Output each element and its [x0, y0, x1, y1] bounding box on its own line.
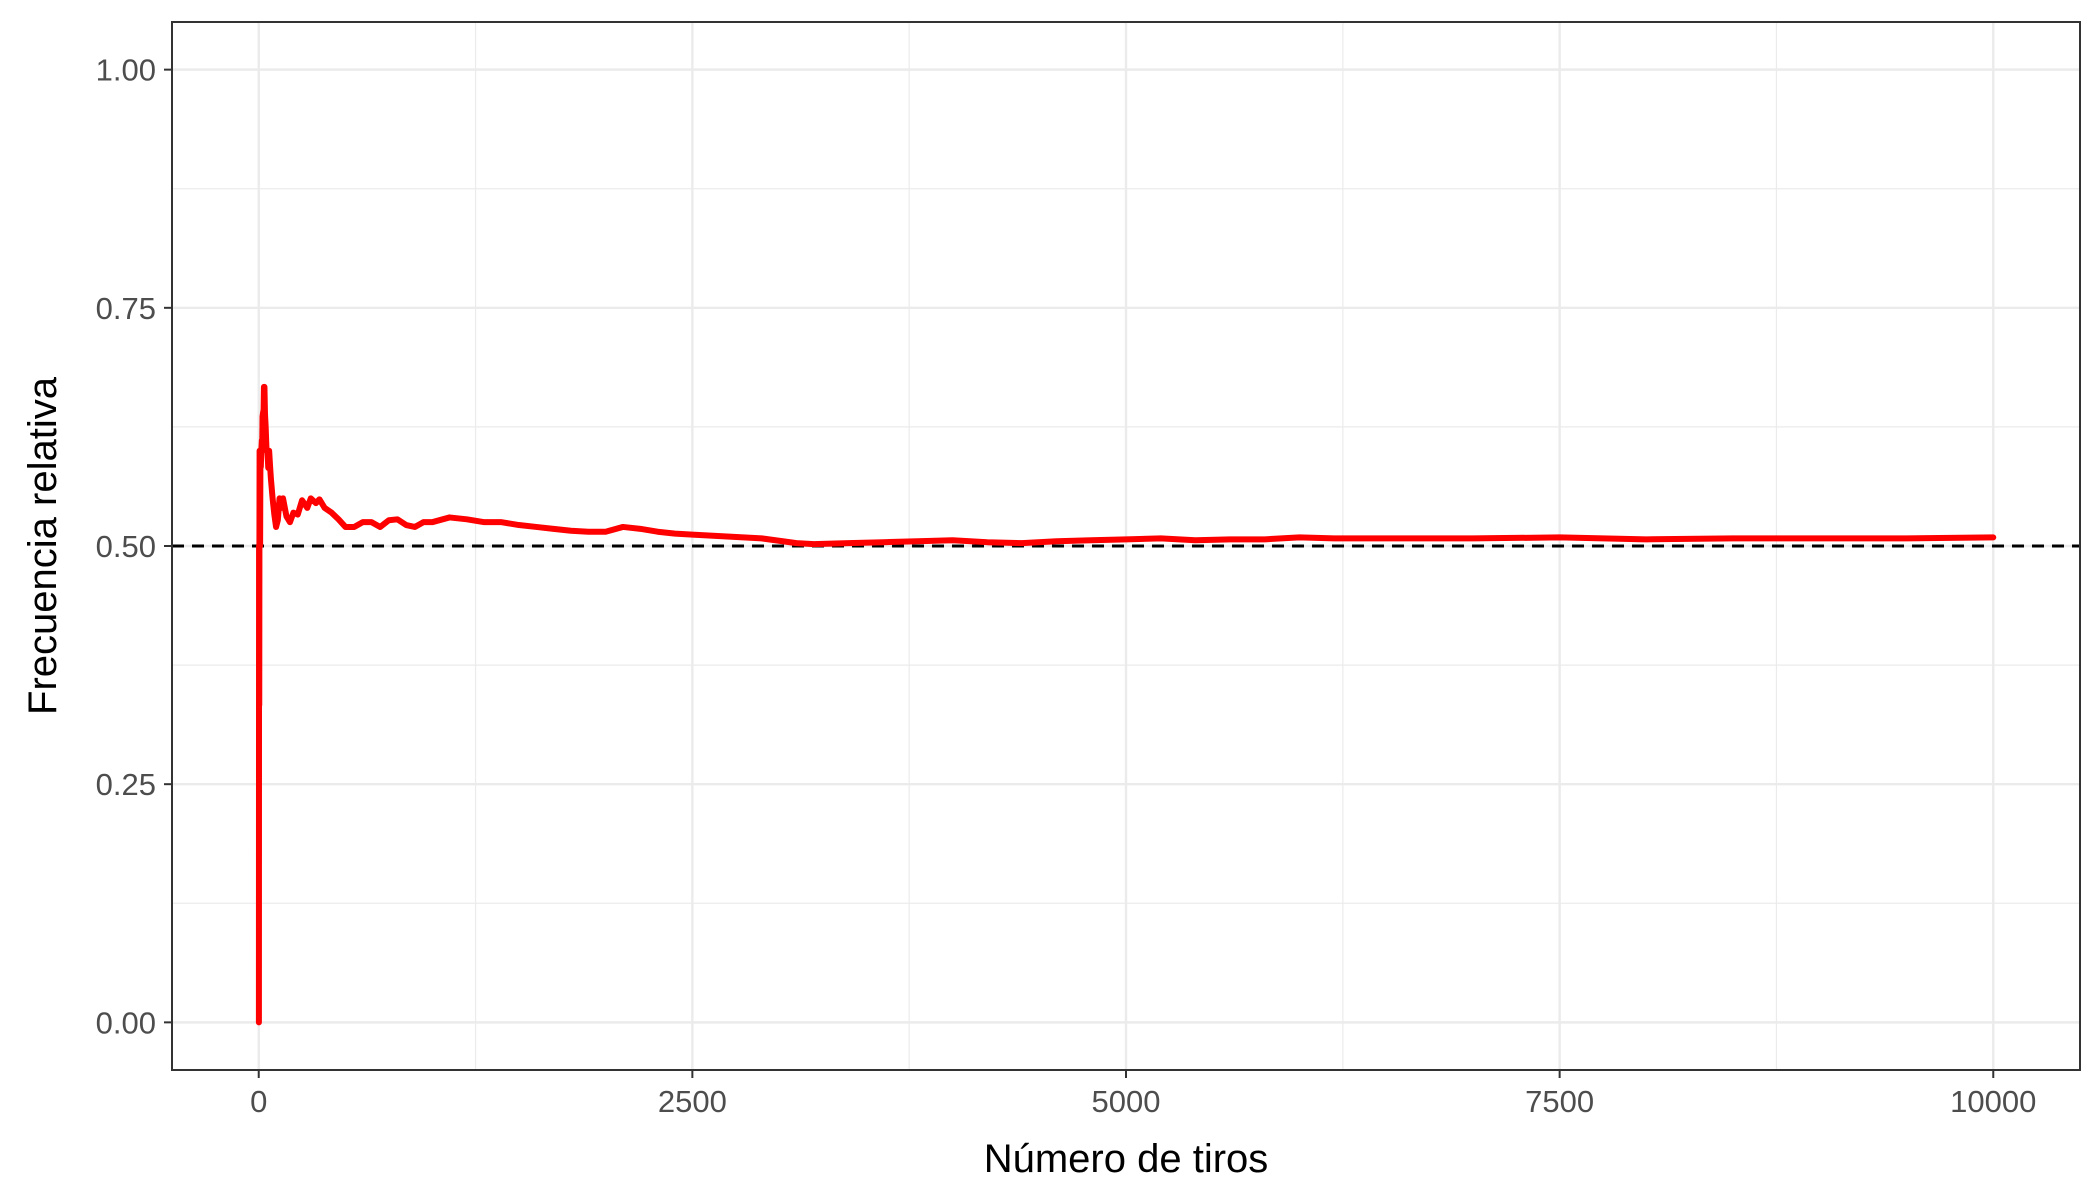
- y-tick-label: 0.25: [96, 767, 156, 802]
- y-tick-label: 0.50: [96, 529, 156, 564]
- x-axis: 0 2500 5000 7500 10000: [250, 1070, 2036, 1119]
- x-tick-label: 7500: [1525, 1084, 1594, 1119]
- y-axis: 0.00 0.25 0.50 0.75 1.00: [96, 53, 172, 1040]
- x-tick-label: 2500: [658, 1084, 727, 1119]
- x-tick-label: 0: [250, 1084, 267, 1119]
- series-group: [255, 383, 1997, 1026]
- series-line: [255, 383, 1997, 1026]
- y-axis-title: Frecuencia relativa: [21, 376, 65, 715]
- y-tick-label: 0.75: [96, 291, 156, 326]
- y-tick-label: 1.00: [96, 53, 156, 88]
- x-tick-label: 10000: [1950, 1084, 2036, 1119]
- y-tick-label: 0.00: [96, 1005, 156, 1040]
- x-tick-label: 5000: [1092, 1084, 1161, 1119]
- x-axis-title: Número de tiros: [984, 1137, 1269, 1181]
